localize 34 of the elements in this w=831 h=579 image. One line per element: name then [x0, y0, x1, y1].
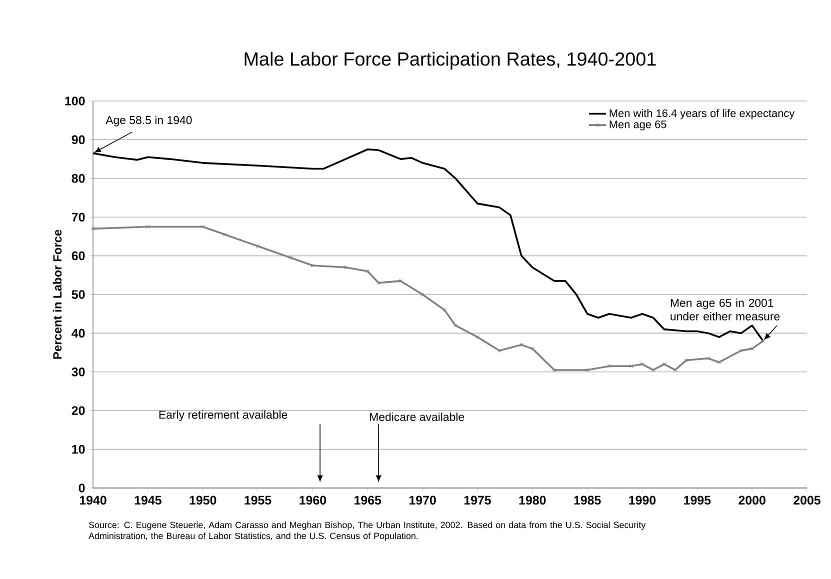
x-tick-label: 1970 [409, 496, 436, 505]
y-tick-label: 40 [72, 328, 85, 338]
x-tick-label: 1950 [190, 496, 216, 505]
x-tick-label: 1965 [354, 496, 382, 505]
y-tick-label: 90 [72, 135, 85, 144]
y-tick-label: 30 [72, 367, 85, 376]
x-tick-label: 1995 [684, 496, 711, 505]
x-tick-label: 1990 [629, 496, 656, 505]
y-tick-label: 70 [72, 212, 85, 222]
y-tick-label: 10 [72, 444, 85, 454]
y-tick-label: 60 [72, 251, 85, 260]
x-tick-label: 1980 [519, 496, 546, 505]
x-tick-label: 1945 [134, 496, 162, 505]
y-tick-label: 20 [72, 406, 85, 416]
legend-label: Men with 16.4 years of life expectancy [610, 109, 795, 120]
annotation: Men age 65 in 2001 under either measure [670, 298, 780, 320]
legend-label: Men age 65 [610, 120, 666, 130]
x-tick-label: 1985 [574, 496, 601, 505]
y-tick-label: 50 [72, 290, 85, 299]
annotation: Early retirement available [159, 410, 288, 422]
annotation: Medicare available [370, 412, 464, 422]
y-axis-title: Percent in Labor Force [52, 230, 62, 359]
chart-title: Male Labor Force Participation Rates, 1940-2001 [244, 52, 656, 70]
y-tick-label: 80 [72, 174, 85, 183]
x-tick-label: 1960 [300, 496, 326, 505]
x-tick-label: 2000 [738, 496, 766, 505]
y-tick-label: 100 [65, 96, 85, 106]
annotation: Age 58.5 in 1940 [106, 116, 192, 126]
x-tick-label: 1940 [80, 496, 106, 505]
x-tick-label: 1955 [244, 496, 272, 505]
x-tick-label: 2005 [794, 496, 820, 505]
x-tick-label: 1975 [464, 496, 491, 505]
y-tick-label: 0 [78, 484, 85, 492]
source-note: Source: C. Eugene Steuerle, Adam Carasso and Meghan Bishop, The Urban Institute, 2002. Based on data from the U.S. Social Security Administration, the Bureau of Labor Statistics, and the U.S. Census of Population. [88, 522, 646, 541]
